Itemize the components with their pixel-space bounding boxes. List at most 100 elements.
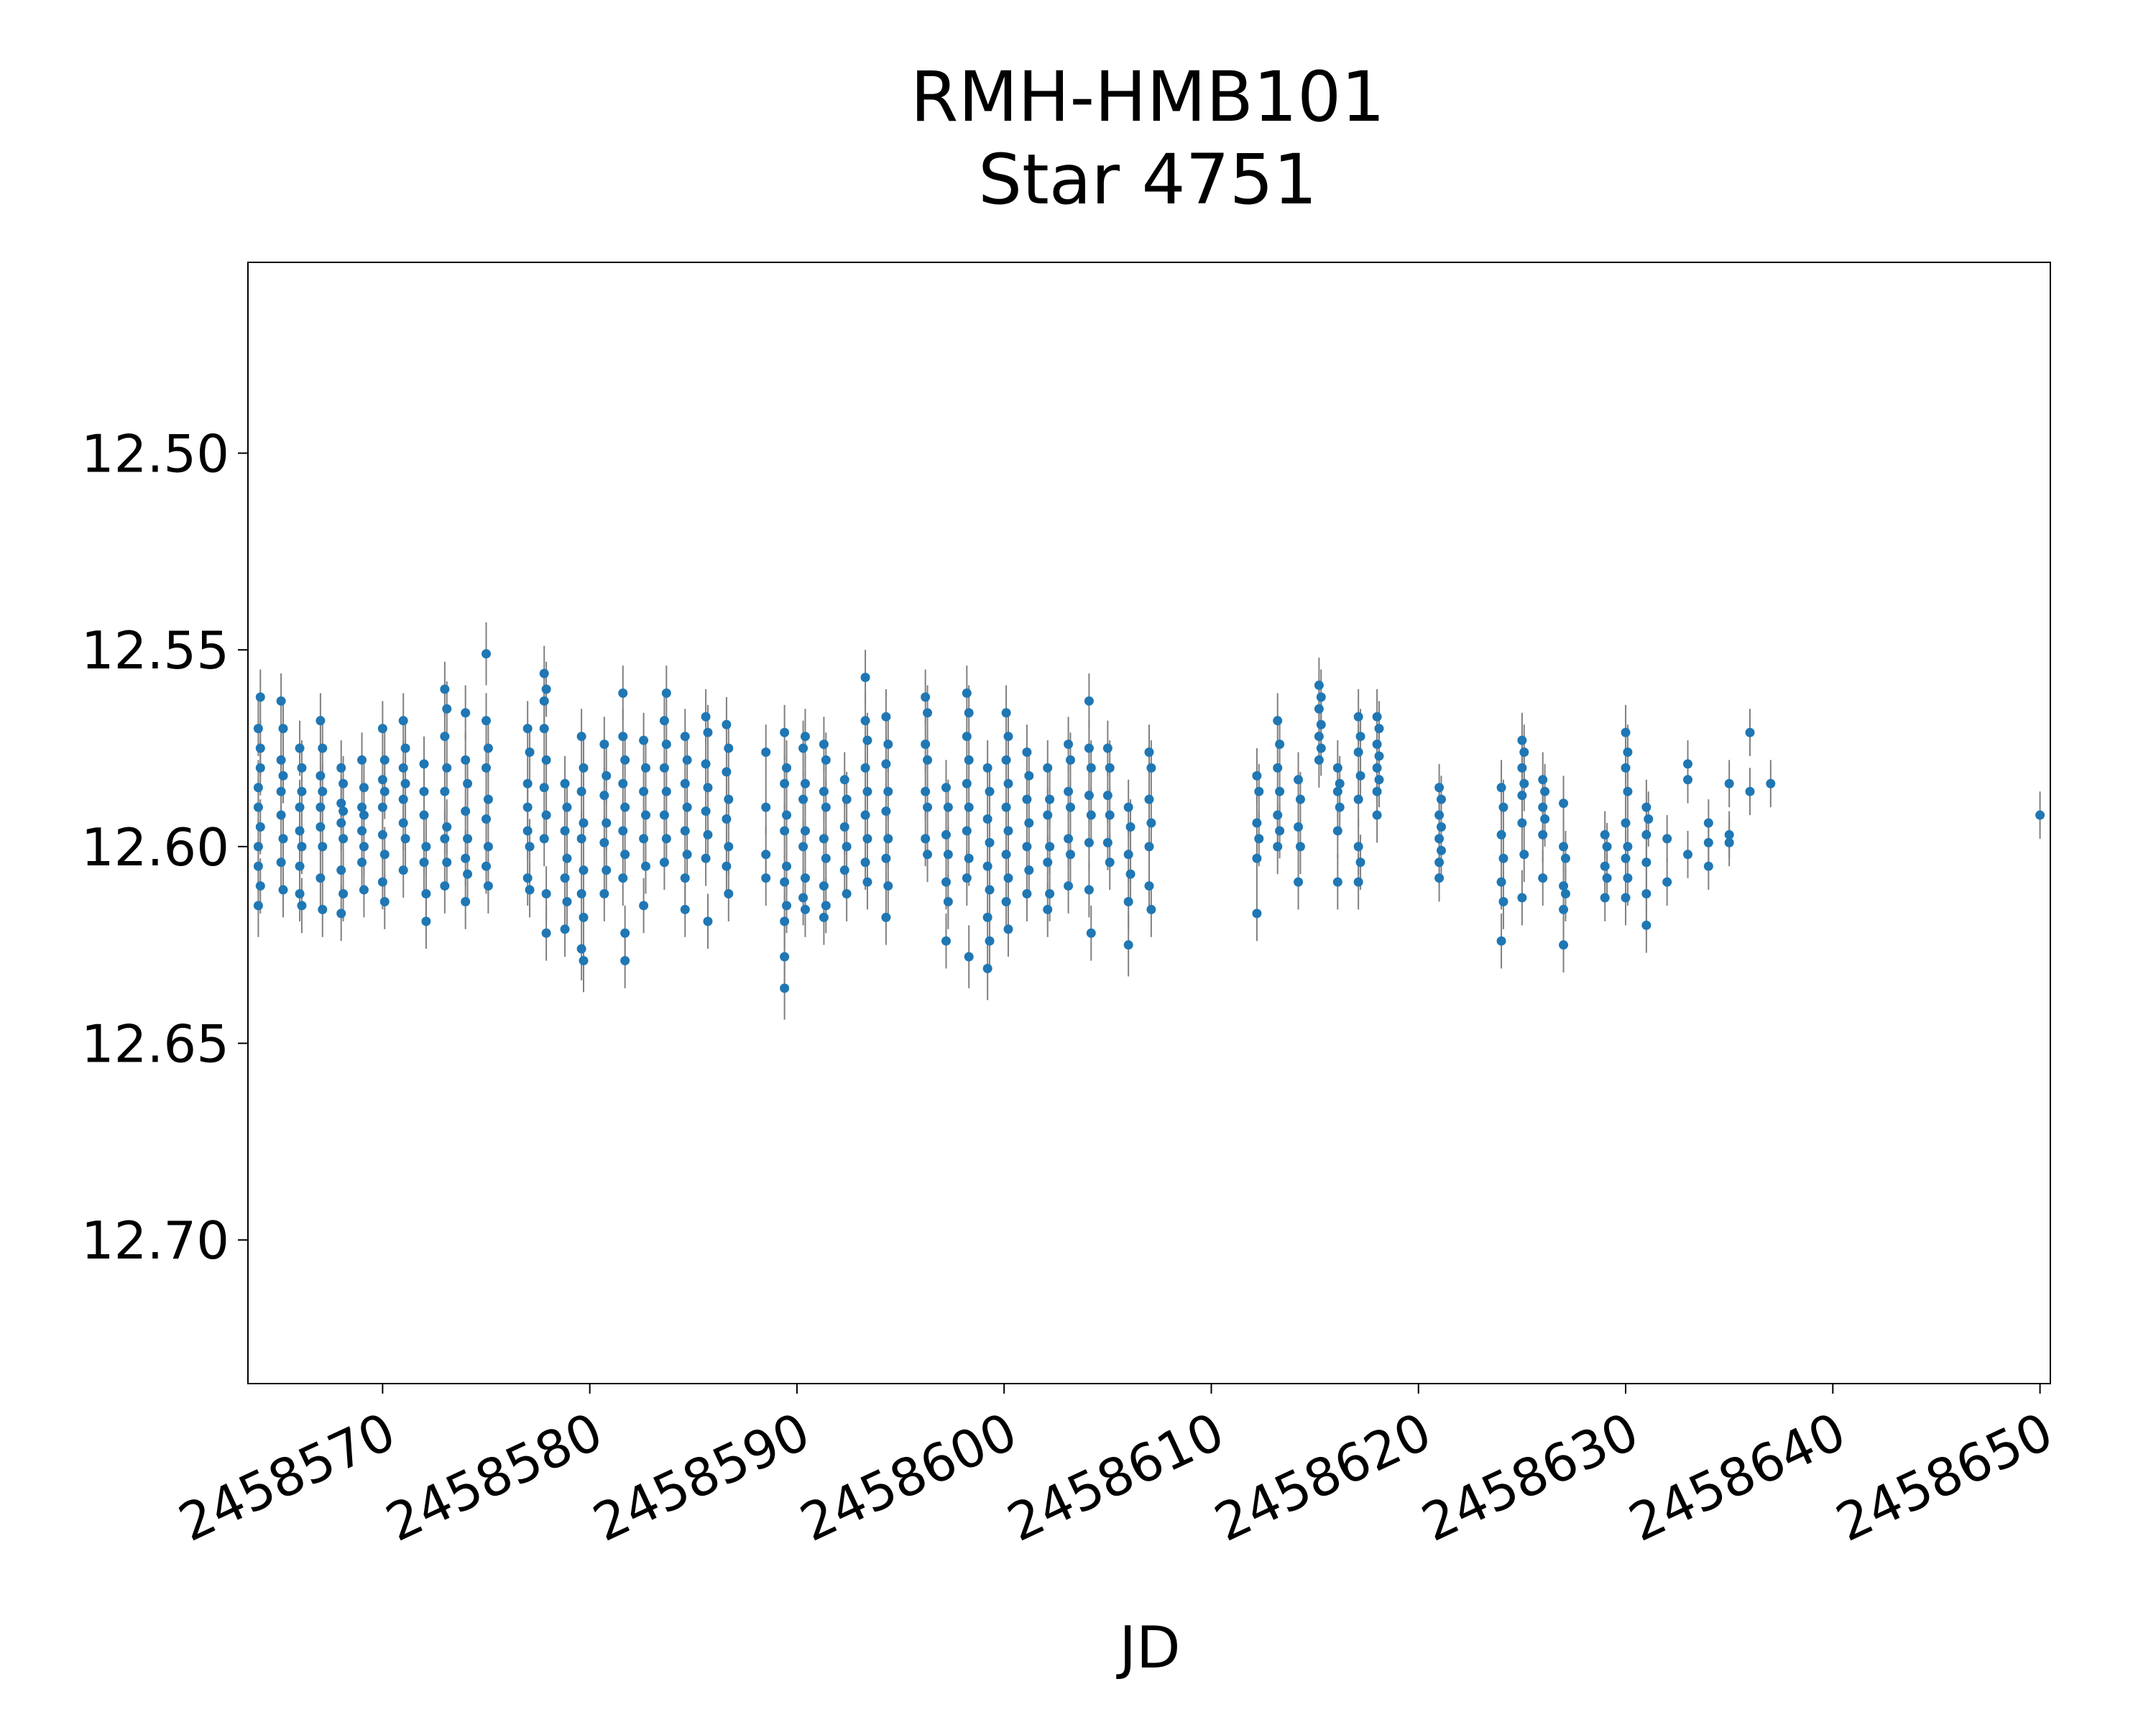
data-point: [1683, 759, 1693, 769]
data-point: [1436, 822, 1446, 832]
data-point: [1086, 763, 1096, 773]
data-point: [819, 912, 829, 922]
data-point: [419, 857, 429, 868]
data-point: [1559, 842, 1569, 852]
data-point: [640, 763, 650, 773]
data-point: [862, 735, 872, 745]
data-point: [964, 755, 974, 765]
data-point: [440, 732, 450, 742]
data-point: [659, 857, 669, 868]
data-point: [881, 759, 891, 769]
data-point: [1314, 755, 1324, 765]
data-point: [821, 755, 831, 765]
data-point: [1105, 763, 1115, 773]
data-point: [1355, 732, 1365, 742]
data-point: [1434, 810, 1445, 820]
data-point: [862, 786, 872, 796]
data-point: [1332, 763, 1342, 773]
data-point: [821, 853, 831, 863]
data-point: [522, 724, 533, 734]
data-point: [819, 740, 829, 750]
data-point: [1641, 920, 1651, 930]
data-point: [881, 912, 891, 922]
data-point: [579, 763, 589, 773]
data-point: [255, 692, 265, 702]
data-point: [1105, 857, 1115, 868]
data-point: [722, 767, 732, 777]
data-point: [377, 802, 387, 812]
data-point: [442, 704, 452, 714]
data-point: [338, 834, 349, 844]
data-point: [798, 743, 808, 753]
data-point: [1372, 763, 1382, 773]
data-point: [1745, 727, 1755, 737]
data-point: [682, 755, 692, 765]
data-point: [1332, 786, 1342, 796]
data-point: [1102, 837, 1112, 847]
data-point: [883, 834, 893, 844]
data-point: [357, 826, 367, 836]
data-point: [419, 759, 429, 769]
data-point: [315, 873, 326, 883]
data-point: [964, 708, 974, 718]
data-point: [842, 794, 852, 804]
data-point: [253, 861, 263, 871]
data-point: [659, 716, 669, 726]
data-point: [1001, 850, 1011, 860]
data-point: [522, 826, 533, 836]
data-point: [1252, 818, 1262, 828]
data-point: [1372, 740, 1382, 750]
data-point: [1102, 743, 1112, 753]
data-point: [780, 916, 790, 926]
data-point: [336, 818, 346, 828]
data-point: [1043, 904, 1053, 914]
data-point: [839, 775, 849, 785]
data-point: [421, 842, 431, 852]
y-tick-label: 12.50: [81, 423, 229, 484]
data-point: [819, 786, 829, 796]
data-point: [398, 716, 408, 726]
data-point: [761, 802, 771, 812]
data-point: [1146, 904, 1156, 914]
data-point: [639, 786, 649, 796]
data-point: [541, 755, 551, 765]
data-point: [780, 983, 790, 993]
data-point: [1621, 727, 1631, 737]
data-point: [525, 842, 535, 852]
data-point: [562, 853, 572, 863]
data-point: [541, 889, 551, 899]
data-point: [1560, 889, 1570, 899]
y-tick-label: 12.65: [81, 1014, 229, 1075]
data-point: [1538, 802, 1548, 812]
data-point: [483, 794, 493, 804]
data-point: [618, 688, 628, 698]
data-point: [440, 786, 450, 796]
data-point: [839, 865, 849, 875]
data-point: [722, 861, 732, 871]
data-point: [639, 901, 649, 911]
data-point: [1252, 908, 1262, 919]
data-point: [923, 708, 933, 718]
plot-frame: [247, 262, 2051, 1384]
data-point: [800, 732, 810, 742]
data-point: [1621, 853, 1631, 863]
data-point: [419, 810, 429, 820]
data-point: [1703, 818, 1713, 828]
data-point: [1519, 778, 1529, 788]
data-point: [1560, 853, 1570, 863]
data-point: [1517, 763, 1527, 773]
y-axis: 12.50 12.55 12.60 12.65 12.70: [81, 423, 248, 1271]
data-point: [703, 727, 713, 737]
data-point: [461, 708, 471, 718]
data-point: [680, 873, 690, 883]
data-point: [539, 783, 549, 793]
data-point: [722, 814, 732, 824]
data-point: [881, 712, 891, 722]
data-point: [336, 865, 346, 875]
data-point: [962, 826, 972, 836]
data-point: [579, 818, 589, 828]
data-point: [798, 794, 808, 804]
data-point: [1353, 842, 1363, 852]
data-point: [1641, 829, 1651, 840]
